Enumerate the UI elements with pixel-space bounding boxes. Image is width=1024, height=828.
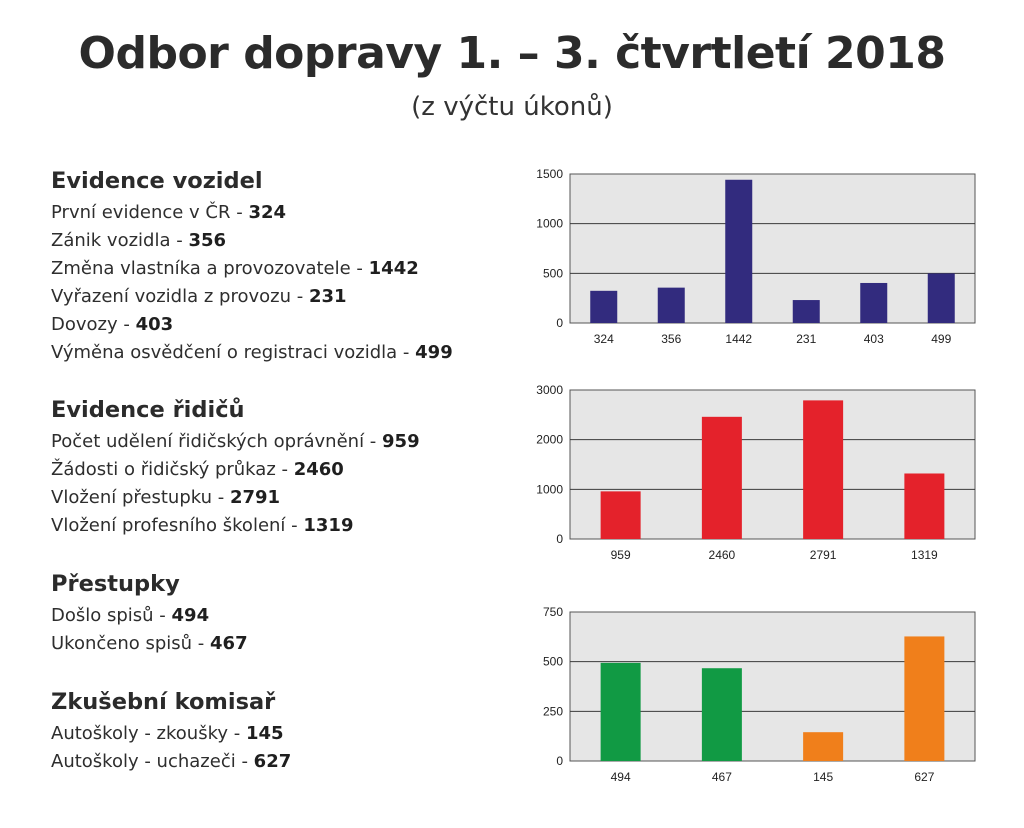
y-tick-label: 3000 — [536, 383, 563, 397]
item-value: 959 — [382, 431, 420, 452]
list-item: Zánik vozidla - 356 — [51, 227, 453, 255]
y-tick-label: 250 — [543, 704, 563, 718]
item-label: Autoškoly - zkoušky - — [51, 723, 246, 744]
item-label: Vyřazení vozidla z provozu - — [51, 286, 309, 307]
item-value: 403 — [135, 314, 174, 335]
y-tick-label: 2000 — [536, 433, 563, 447]
x-tick-label: 494 — [611, 770, 631, 784]
item-label: První evidence v ČR - — [51, 202, 249, 223]
bar — [904, 636, 945, 761]
x-tick-label: 145 — [813, 770, 833, 784]
section-zkusebni-komisar: Zkušební komisař Autoškoly - zkoušky - 1… — [51, 688, 291, 776]
bar — [701, 416, 742, 539]
y-tick-label: 0 — [556, 754, 563, 768]
plot-area — [569, 173, 976, 324]
bar-chart-prestupky-komisar: 0 250 500 750 494 467 145 627 — [543, 605, 976, 784]
list-item: Počet udělení řidičských oprávnění - 959 — [51, 428, 420, 456]
item-label: Zánik vozidla - — [51, 230, 189, 251]
y-tick-label: 1000 — [536, 217, 563, 231]
section-prestupky: Přestupky Došlo spisů - 494 Ukončeno spi… — [51, 570, 248, 658]
bar — [803, 732, 844, 761]
bar — [600, 662, 641, 761]
item-value: 2791 — [229, 487, 281, 508]
item-value: 231 — [308, 286, 347, 307]
bar — [701, 668, 742, 761]
bar — [860, 282, 888, 323]
page-subtitle: (z výčtu úkonů) — [411, 92, 613, 122]
x-tick-label: 403 — [864, 332, 884, 346]
list-item: Autoškoly - zkoušky - 145 — [51, 720, 291, 748]
y-tick-label: 750 — [543, 605, 563, 619]
page-title: Odbor dopravy 1. – 3. čtvrtletí 2018 — [78, 28, 946, 79]
item-label: Dovozy - — [51, 314, 136, 335]
item-label: Ukončeno spisů - — [51, 633, 211, 654]
item-label: Vložení přestupku - — [51, 487, 230, 508]
bar — [927, 273, 955, 323]
x-tick-label: 467 — [712, 770, 732, 784]
item-value: 499 — [415, 342, 453, 363]
x-tick-label: 1319 — [911, 548, 938, 562]
y-tick-label: 1000 — [536, 482, 563, 496]
list-item: Ukončeno spisů - 467 — [51, 630, 248, 658]
list-item: Žádosti o řidičský průkaz - 2460 — [51, 456, 420, 484]
x-tick-label: 1442 — [725, 332, 752, 346]
item-value: 2460 — [293, 459, 344, 480]
bar — [904, 473, 945, 539]
item-value: 467 — [210, 633, 248, 654]
section-evidence-vozidel: Evidence vozidel První evidence v ČR - 3… — [51, 167, 453, 367]
item-value: 1442 — [368, 258, 419, 279]
bar — [725, 179, 753, 323]
list-item: Vložení přestupku - 2791 — [51, 484, 420, 512]
y-tick-label: 0 — [556, 316, 563, 330]
item-value: 627 — [253, 751, 292, 772]
list-item: Výměna osvědčení o registraci vozidla - … — [51, 339, 453, 367]
section-heading: Evidence vozidel — [51, 168, 263, 194]
y-tick-label: 1500 — [536, 167, 563, 181]
item-value: 494 — [171, 605, 210, 626]
x-tick-label: 2460 — [709, 548, 736, 562]
item-label: Autoškoly - uchazeči - — [51, 751, 254, 772]
item-label: Žádosti o řidičský průkaz - — [51, 459, 294, 480]
x-tick-label: 499 — [931, 332, 951, 346]
item-label: Výměna osvědčení o registraci vozidla - — [51, 342, 416, 363]
item-label: Změna vlastníka a provozovatele - — [51, 258, 369, 279]
list-item: Autoškoly - uchazeči - 627 — [51, 748, 291, 776]
list-item: Změna vlastníka a provozovatele - 1442 — [51, 255, 453, 283]
section-evidence-ridicu: Evidence řidičů Počet udělení řidičských… — [51, 396, 420, 540]
list-item: Došlo spisů - 494 — [51, 602, 248, 630]
item-value: 324 — [248, 202, 287, 223]
item-label: Počet udělení řidičských oprávnění - — [51, 431, 383, 452]
bar — [590, 290, 618, 323]
bar — [792, 300, 820, 323]
bar-chart-evidence-vozidel: 0 500 1000 1500 324 356 1442 231 403 499 — [536, 167, 976, 346]
item-label: Došlo spisů - — [51, 605, 172, 626]
list-item: První evidence v ČR - 324 — [51, 199, 453, 227]
x-tick-label: 231 — [796, 332, 816, 346]
x-tick-label: 2791 — [810, 548, 837, 562]
list-item: Dovozy - 403 — [51, 311, 453, 339]
bar-chart-evidence-ridicu: 0 1000 2000 3000 959 2460 2791 1319 — [536, 383, 976, 562]
x-tick-label: 324 — [594, 332, 614, 346]
y-tick-label: 500 — [543, 655, 563, 669]
item-value: 1319 — [303, 515, 354, 536]
x-tick-label: 356 — [661, 332, 681, 346]
bar — [600, 491, 641, 539]
item-value: 356 — [188, 230, 227, 251]
y-tick-label: 0 — [556, 532, 563, 546]
item-label: Vložení profesního školení - — [51, 515, 304, 536]
section-heading: Přestupky — [51, 571, 180, 597]
list-item: Vložení profesního školení - 1319 — [51, 512, 420, 540]
bar — [657, 287, 685, 323]
section-heading: Evidence řidičů — [51, 397, 245, 423]
item-value: 145 — [245, 723, 284, 744]
list-item: Vyřazení vozidla z provozu - 231 — [51, 283, 453, 311]
x-tick-label: 959 — [611, 548, 631, 562]
section-heading: Zkušební komisař — [51, 689, 276, 715]
bar — [803, 400, 844, 539]
x-tick-label: 627 — [914, 770, 934, 784]
y-tick-label: 500 — [543, 266, 563, 280]
